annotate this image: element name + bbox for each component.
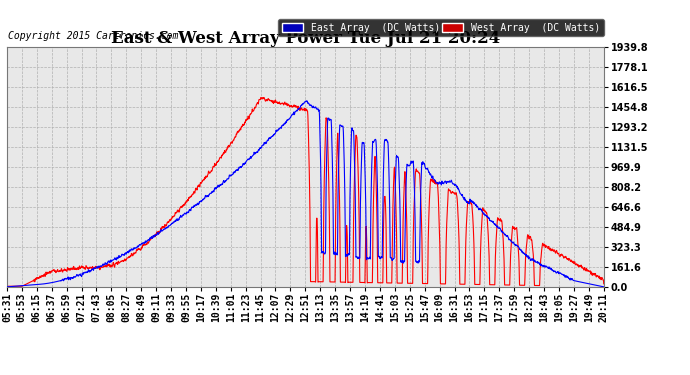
- Title: East & West Array Power Tue Jul 21 20:24: East & West Array Power Tue Jul 21 20:24: [110, 30, 500, 47]
- Text: Copyright 2015 Cartronics.com: Copyright 2015 Cartronics.com: [8, 32, 179, 41]
- Legend: East Array  (DC Watts), West Array  (DC Watts): East Array (DC Watts), West Array (DC Wa…: [278, 19, 604, 36]
